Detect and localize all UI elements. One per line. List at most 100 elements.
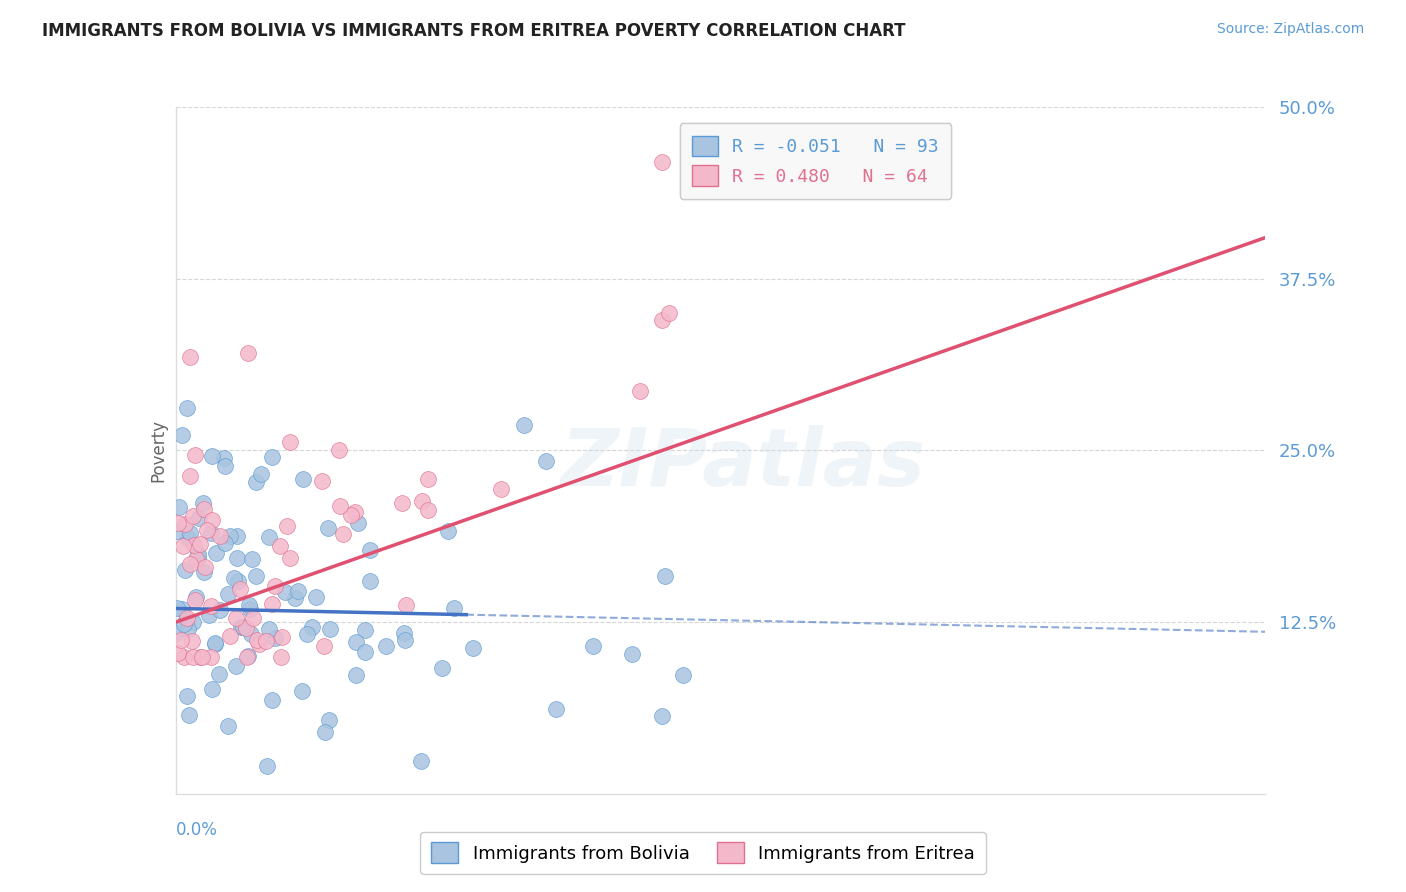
Point	[658, 306, 681, 320]
Point	[184, 592, 207, 607]
Point	[443, 601, 465, 615]
Point	[392, 625, 415, 640]
Point	[250, 467, 273, 482]
Point	[245, 475, 267, 489]
Point	[239, 601, 262, 615]
Point	[347, 516, 370, 530]
Point	[181, 615, 204, 630]
Point	[172, 601, 194, 615]
Point	[263, 579, 285, 593]
Point	[176, 611, 198, 625]
Point	[205, 546, 228, 560]
Point	[236, 649, 259, 664]
Point	[651, 313, 673, 327]
Text: ZIPatlas: ZIPatlas	[560, 425, 925, 503]
Point	[172, 539, 194, 553]
Point	[174, 563, 197, 577]
Point	[311, 474, 333, 488]
Point	[259, 531, 281, 545]
Point	[186, 590, 208, 604]
Point	[700, 147, 723, 161]
Point	[184, 448, 207, 462]
Point	[240, 552, 263, 566]
Point	[187, 511, 209, 525]
Point	[247, 637, 270, 651]
Point	[201, 682, 224, 697]
Point	[240, 627, 263, 641]
Y-axis label: Poverty: Poverty	[149, 419, 167, 482]
Point	[513, 417, 536, 432]
Point	[353, 645, 375, 659]
Point	[274, 585, 297, 599]
Point	[179, 557, 201, 571]
Point	[411, 755, 433, 769]
Legend: R = -0.051   N = 93, R = 0.480   N = 64: R = -0.051 N = 93, R = 0.480 N = 64	[679, 123, 952, 199]
Point	[276, 519, 298, 533]
Point	[672, 667, 695, 681]
Point	[186, 551, 208, 566]
Point	[176, 614, 198, 628]
Point	[214, 459, 236, 474]
Point	[430, 661, 453, 675]
Point	[232, 620, 254, 634]
Point	[278, 434, 301, 449]
Point	[262, 597, 284, 611]
Point	[204, 637, 226, 651]
Point	[173, 649, 195, 664]
Point	[620, 647, 643, 661]
Point	[188, 649, 211, 664]
Point	[193, 565, 215, 579]
Point	[314, 725, 336, 739]
Point	[166, 524, 188, 538]
Point	[235, 621, 257, 635]
Point	[437, 524, 460, 538]
Point	[262, 450, 284, 464]
Point	[214, 536, 236, 550]
Point	[582, 639, 605, 653]
Point	[654, 568, 676, 582]
Point	[271, 631, 294, 645]
Point	[489, 482, 512, 496]
Point	[318, 521, 340, 535]
Point	[305, 590, 328, 604]
Point	[217, 587, 239, 601]
Point	[246, 632, 269, 647]
Point	[651, 709, 673, 723]
Point	[343, 505, 366, 519]
Point	[219, 529, 242, 543]
Point	[179, 526, 201, 541]
Point	[188, 537, 211, 551]
Point	[344, 635, 367, 649]
Point	[353, 623, 375, 637]
Point	[176, 401, 198, 415]
Point	[463, 640, 485, 655]
Point	[264, 632, 287, 646]
Point	[176, 531, 198, 545]
Point	[312, 640, 335, 654]
Point	[269, 539, 291, 553]
Point	[226, 529, 249, 543]
Point	[359, 574, 381, 589]
Point	[236, 346, 259, 360]
Point	[173, 516, 195, 531]
Point	[187, 547, 209, 561]
Point	[359, 543, 381, 558]
Point	[193, 496, 215, 510]
Point	[391, 496, 413, 510]
Point	[190, 649, 212, 664]
Point	[242, 611, 264, 625]
Point	[301, 620, 323, 634]
Point	[170, 632, 193, 647]
Text: IMMIGRANTS FROM BOLIVIA VS IMMIGRANTS FROM ERITREA POVERTY CORRELATION CHART: IMMIGRANTS FROM BOLIVIA VS IMMIGRANTS FR…	[42, 22, 905, 40]
Point	[200, 526, 222, 541]
Point	[218, 629, 240, 643]
Point	[181, 508, 204, 523]
Point	[177, 708, 200, 723]
Point	[231, 620, 253, 634]
Text: 0.0%: 0.0%	[176, 822, 218, 839]
Point	[179, 468, 201, 483]
Legend: Immigrants from Bolivia, Immigrants from Eritrea: Immigrants from Bolivia, Immigrants from…	[420, 831, 986, 874]
Point	[229, 582, 252, 596]
Point	[198, 608, 221, 623]
Text: Source: ZipAtlas.com: Source: ZipAtlas.com	[1216, 22, 1364, 37]
